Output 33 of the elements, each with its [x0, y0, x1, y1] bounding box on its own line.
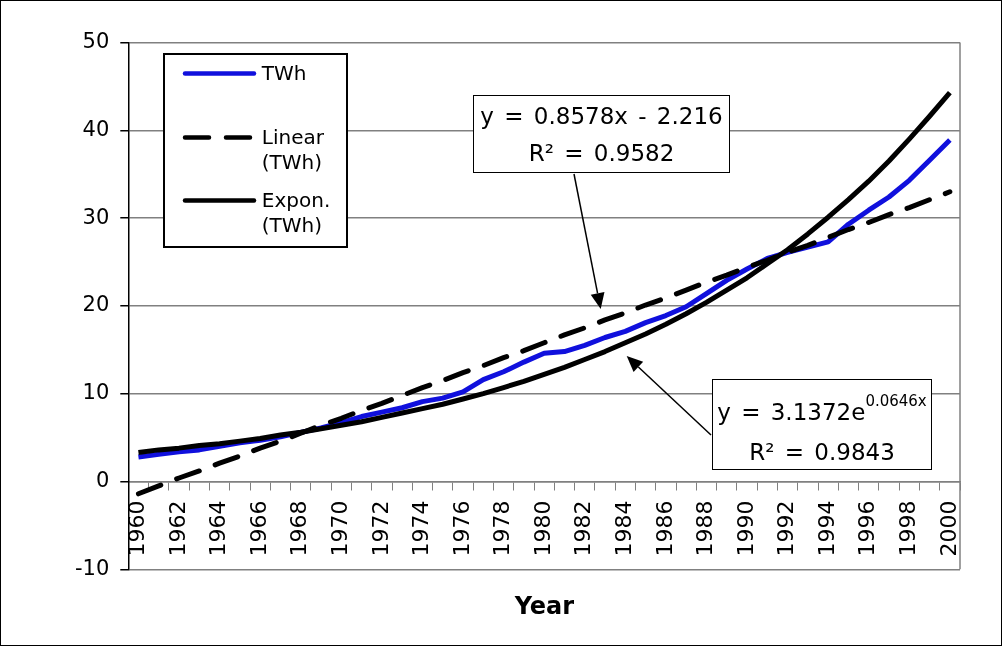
x-tick-label: 1986: [651, 500, 677, 557]
x-tick-label: 1976: [448, 500, 474, 557]
y-tick-label: 40: [82, 116, 110, 141]
x-tick-label: 1978: [489, 500, 515, 557]
x-tick-label: 1982: [570, 500, 596, 557]
y-tick-label: 50: [82, 28, 110, 53]
x-tick-label: 1996: [854, 500, 880, 557]
annotation: y = 0.8578x - 2.216 R² = 0.9582: [473, 94, 730, 173]
text: y = 3.1372e$^{0.0646x}$ R² = 0.9843: [717, 392, 927, 465]
x-tick-label: 1966: [245, 500, 271, 557]
x-tick-label: 1984: [611, 500, 637, 557]
x-tick-label: 1962: [164, 500, 190, 557]
x-tick-label: 1964: [205, 500, 231, 557]
x-tick-label: 1972: [367, 500, 393, 557]
legend-label: Linear (TWh): [261, 124, 325, 175]
x-tick-label: 1994: [813, 500, 839, 557]
y-tick-label: 30: [82, 204, 110, 229]
x-axis-title: Year: [514, 592, 575, 621]
legend-label: TWh: [261, 61, 308, 86]
x-tick-label: 2000: [935, 500, 961, 557]
x-tick-label: 1998: [895, 500, 921, 557]
y-tick-label: 10: [82, 380, 110, 405]
x-tick-label: 1990: [732, 500, 758, 557]
y-tick-label: 20: [82, 292, 110, 317]
x-tick-label: 1970: [327, 500, 353, 557]
y-tick-label: 0: [95, 467, 110, 492]
x-tick-label: 1974: [408, 500, 434, 557]
x-tick-label: 1988: [692, 500, 718, 557]
x-tick-label: 1992: [773, 500, 799, 557]
x-tick-label: 1968: [286, 500, 312, 557]
x-tick-label: 1980: [529, 500, 555, 557]
legend-label: Expon. (TWh): [261, 188, 332, 238]
y-tick-label: -10: [74, 555, 110, 580]
